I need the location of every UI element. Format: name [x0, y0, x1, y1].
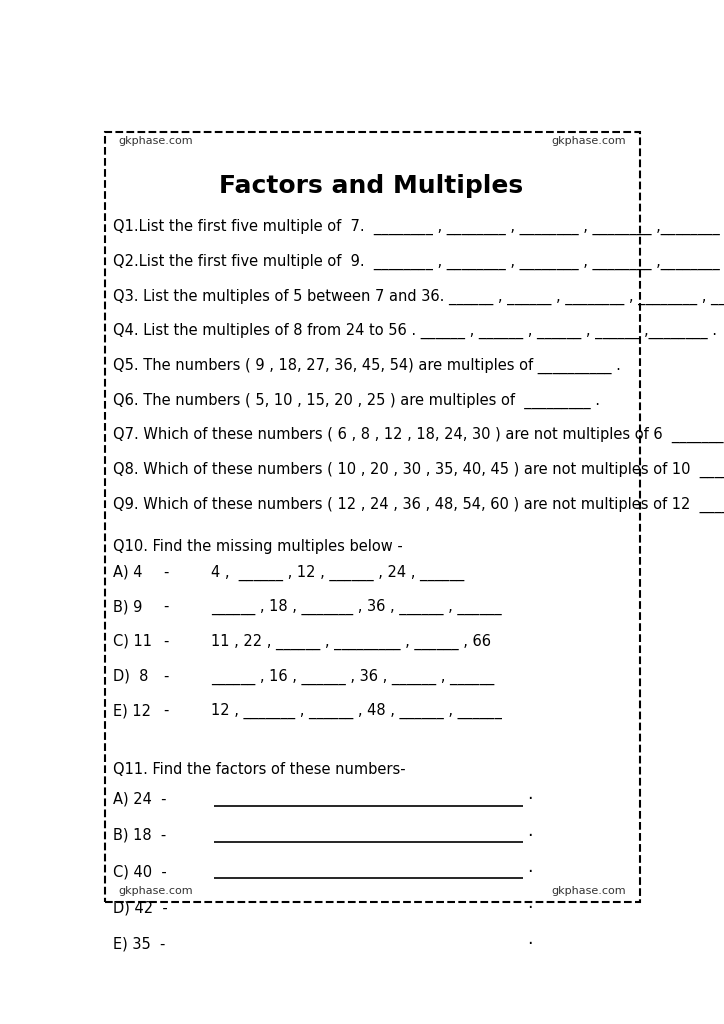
- Text: Q6. The numbers ( 5, 10 , 15, 20 , 25 ) are multiples of  _________ .: Q6. The numbers ( 5, 10 , 15, 20 , 25 ) …: [113, 392, 600, 409]
- Text: C) 40  -: C) 40 -: [113, 864, 167, 879]
- Text: -: -: [164, 634, 169, 649]
- Text: Factors and Multiples: Factors and Multiples: [219, 174, 523, 198]
- Text: E) 12: E) 12: [113, 703, 151, 718]
- Text: 11 , 22 , ______ , _________ , ______ , 66: 11 , 22 , ______ , _________ , ______ , …: [211, 634, 491, 650]
- Text: -: -: [164, 599, 169, 614]
- Text: B) 9: B) 9: [113, 599, 143, 614]
- Text: Q5. The numbers ( 9 , 18, 27, 36, 45, 54) are multiples of __________ .: Q5. The numbers ( 9 , 18, 27, 36, 45, 54…: [113, 357, 620, 374]
- Text: 12 , _______ , ______ , 48 , ______ , ______: 12 , _______ , ______ , 48 , ______ , __…: [211, 703, 502, 720]
- Text: B) 18  -: B) 18 -: [113, 827, 167, 843]
- Text: Q10. Find the missing multiples below -: Q10. Find the missing multiples below -: [113, 540, 403, 554]
- Text: .: .: [527, 894, 533, 912]
- Text: -: -: [164, 669, 169, 683]
- Text: C) 11: C) 11: [113, 634, 152, 649]
- Text: A) 4: A) 4: [113, 564, 143, 580]
- Text: gkphase.com: gkphase.com: [119, 136, 193, 146]
- Text: D) 42  -: D) 42 -: [113, 900, 168, 915]
- Text: Q3. List the multiples of 5 between 7 and 36. ______ , ______ , ________ , _____: Q3. List the multiples of 5 between 7 an…: [113, 289, 724, 305]
- Text: .: .: [527, 858, 533, 876]
- Text: .: .: [527, 931, 533, 948]
- Text: Q1.List the first five multiple of  7.  ________ , ________ , ________ , _______: Q1.List the first five multiple of 7. __…: [113, 219, 724, 236]
- Text: A) 24  -: A) 24 -: [113, 792, 167, 807]
- Text: Q7. Which of these numbers ( 6 , 8 , 12 , 18, 24, 30 ) are not multiples of 6  _: Q7. Which of these numbers ( 6 , 8 , 12 …: [113, 427, 724, 443]
- Text: Q8. Which of these numbers ( 10 , 20 , 30 , 35, 40, 45 ) are not multiples of 10: Q8. Which of these numbers ( 10 , 20 , 3…: [113, 462, 724, 478]
- Text: Q9. Which of these numbers ( 12 , 24 , 36 , 48, 54, 60 ) are not multiples of 12: Q9. Which of these numbers ( 12 , 24 , 3…: [113, 497, 724, 513]
- Text: Q11. Find the factors of these numbers-: Q11. Find the factors of these numbers-: [113, 762, 405, 776]
- Text: ______ , 18 , _______ , 36 , ______ , ______: ______ , 18 , _______ , 36 , ______ , __…: [211, 599, 502, 615]
- Text: E) 35  -: E) 35 -: [113, 937, 165, 951]
- Text: gkphase.com: gkphase.com: [552, 886, 626, 896]
- Text: .: .: [527, 785, 533, 804]
- Text: .: .: [527, 821, 533, 840]
- Text: -: -: [164, 564, 169, 580]
- Text: gkphase.com: gkphase.com: [552, 136, 626, 146]
- Text: D)  8: D) 8: [113, 669, 148, 683]
- Text: -: -: [164, 703, 169, 718]
- Text: 4 ,  ______ , 12 , ______ , 24 , ______: 4 , ______ , 12 , ______ , 24 , ______: [211, 564, 464, 581]
- Text: Q2.List the first five multiple of  9.  ________ , ________ , ________ , _______: Q2.List the first five multiple of 9. __…: [113, 254, 724, 270]
- Text: ______ , 16 , ______ , 36 , ______ , ______: ______ , 16 , ______ , 36 , ______ , ___…: [211, 669, 494, 685]
- Text: Q4. List the multiples of 8 from 24 to 56 . ______ , ______ , ______ , ______ ,_: Q4. List the multiples of 8 from 24 to 5…: [113, 324, 717, 339]
- Text: gkphase.com: gkphase.com: [119, 886, 193, 896]
